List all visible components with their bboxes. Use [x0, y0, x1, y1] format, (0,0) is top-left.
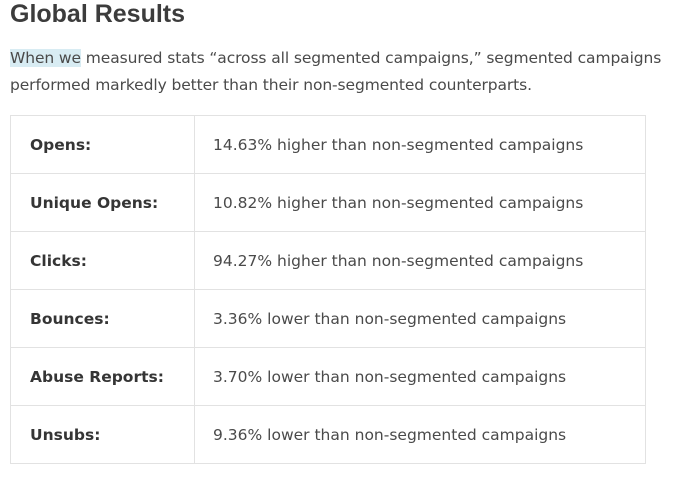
row-value: 10.82% higher than non-segmented campaig… — [194, 173, 646, 232]
row-label: Unsubs: — [10, 405, 195, 464]
table-row: Clicks: 94.27% higher than non-segmented… — [10, 231, 646, 290]
row-value: 3.70% lower than non-segmented campaigns — [194, 347, 646, 406]
row-value: 3.36% lower than non-segmented campaigns — [194, 289, 646, 348]
table-row: Unsubs: 9.36% lower than non-segmented c… — [10, 405, 646, 464]
table-row: Abuse Reports: 3.70% lower than non-segm… — [10, 347, 646, 406]
row-label: Opens: — [10, 115, 195, 174]
intro-paragraph: When we measured stats “across all segme… — [10, 45, 670, 99]
row-label: Bounces: — [10, 289, 195, 348]
row-label: Unique Opens: — [10, 173, 195, 232]
table-row: Opens: 14.63% higher than non-segmented … — [10, 115, 646, 174]
table-row: Unique Opens: 10.82% higher than non-seg… — [10, 173, 646, 232]
intro-text: measured stats “across all segmented cam… — [10, 49, 662, 94]
row-value: 9.36% lower than non-segmented campaigns — [194, 405, 646, 464]
row-value: 94.27% higher than non-segmented campaig… — [194, 231, 646, 290]
table-row: Bounces: 3.36% lower than non-segmented … — [10, 289, 646, 348]
page-title: Global Results — [10, 0, 186, 28]
row-label: Abuse Reports: — [10, 347, 195, 406]
row-label: Clicks: — [10, 231, 195, 290]
highlighted-text: When we — [10, 49, 81, 67]
results-table: Opens: 14.63% higher than non-segmented … — [10, 115, 646, 464]
row-value: 14.63% higher than non-segmented campaig… — [194, 115, 646, 174]
